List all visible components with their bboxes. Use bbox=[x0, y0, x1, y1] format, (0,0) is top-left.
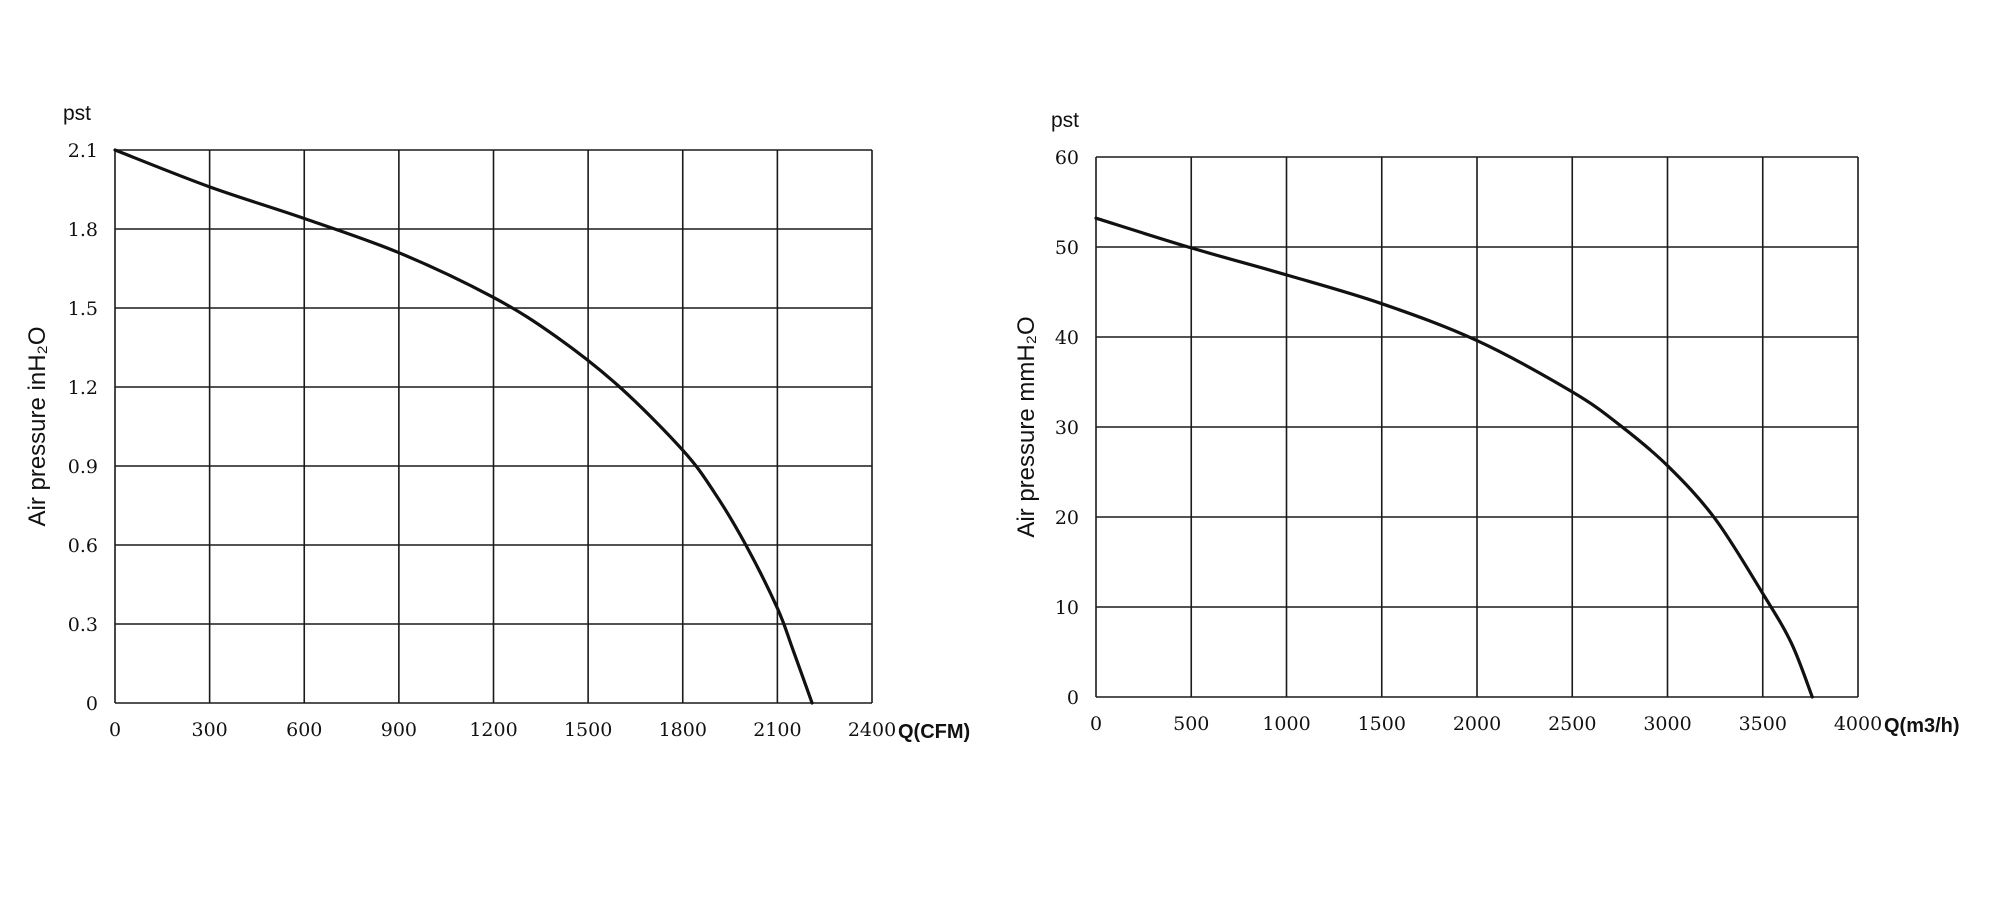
x-tick-label: 1000 bbox=[1262, 713, 1310, 735]
x-axis-label: Q(m3/h) bbox=[1884, 715, 1960, 737]
x-tick-label: 3500 bbox=[1739, 713, 1787, 735]
chart-title: pst bbox=[63, 102, 91, 125]
y-tick-label: 0 bbox=[1067, 687, 1079, 709]
x-tick-label: 2400 bbox=[848, 719, 896, 741]
chart-2: 0 500 1000 1500 2000 2500 3000 3500 4000 0 10 20 30 4… bbox=[1013, 109, 1960, 737]
y-tick-label: 50 bbox=[1055, 237, 1079, 259]
y-tick-label: 10 bbox=[1055, 597, 1079, 619]
y-tick-label: 40 bbox=[1055, 327, 1079, 349]
pressure-curve-line bbox=[1094, 216, 1814, 699]
y-tick-label: 0.3 bbox=[68, 614, 98, 636]
y-tick-label: 1.2 bbox=[68, 377, 98, 399]
y-tick-label: 1.5 bbox=[68, 298, 98, 320]
chart-1: 0 300 600 900 1200 1500 1800 2100 2400 0 0.3 0.6 0.9… bbox=[24, 102, 970, 743]
x-tick-label: 2500 bbox=[1548, 713, 1596, 735]
x-tick-label: 600 bbox=[286, 719, 322, 741]
x-tick-label: 0 bbox=[1090, 713, 1102, 735]
x-tick-label: 500 bbox=[1173, 713, 1209, 735]
x-tick-label: 1800 bbox=[659, 719, 707, 741]
y-tick-label: 30 bbox=[1055, 417, 1079, 439]
pressure-curve-line bbox=[113, 148, 814, 705]
y-tick-label: 1.8 bbox=[68, 219, 98, 241]
x-tick-label: 2100 bbox=[753, 719, 801, 741]
x-tick-label: 2000 bbox=[1453, 713, 1501, 735]
x-axis-label: Q(CFM) bbox=[898, 721, 970, 743]
y-tick-label: 60 bbox=[1055, 147, 1079, 169]
y-tick-label: 0.9 bbox=[68, 456, 98, 478]
x-tick-label: 3000 bbox=[1643, 713, 1691, 735]
x-tick-label: 0 bbox=[109, 719, 121, 741]
x-tick-label: 300 bbox=[191, 719, 227, 741]
y-tick-label: 20 bbox=[1055, 507, 1079, 529]
y-axis-label: Air pressure inH₂O bbox=[24, 326, 51, 526]
y-axis-label: Air pressure mmH₂O bbox=[1013, 316, 1040, 537]
y-tick-label: 0 bbox=[86, 693, 98, 715]
y-tick-label: 0.6 bbox=[68, 535, 98, 557]
chart-title: pst bbox=[1051, 109, 1079, 132]
x-tick-label: 4000 bbox=[1834, 713, 1882, 735]
y-tick-label: 2.1 bbox=[68, 140, 98, 162]
x-tick-label: 1200 bbox=[469, 719, 517, 741]
x-tick-label: 1500 bbox=[1358, 713, 1406, 735]
x-tick-label: 1500 bbox=[564, 719, 612, 741]
x-tick-label: 900 bbox=[381, 719, 417, 741]
